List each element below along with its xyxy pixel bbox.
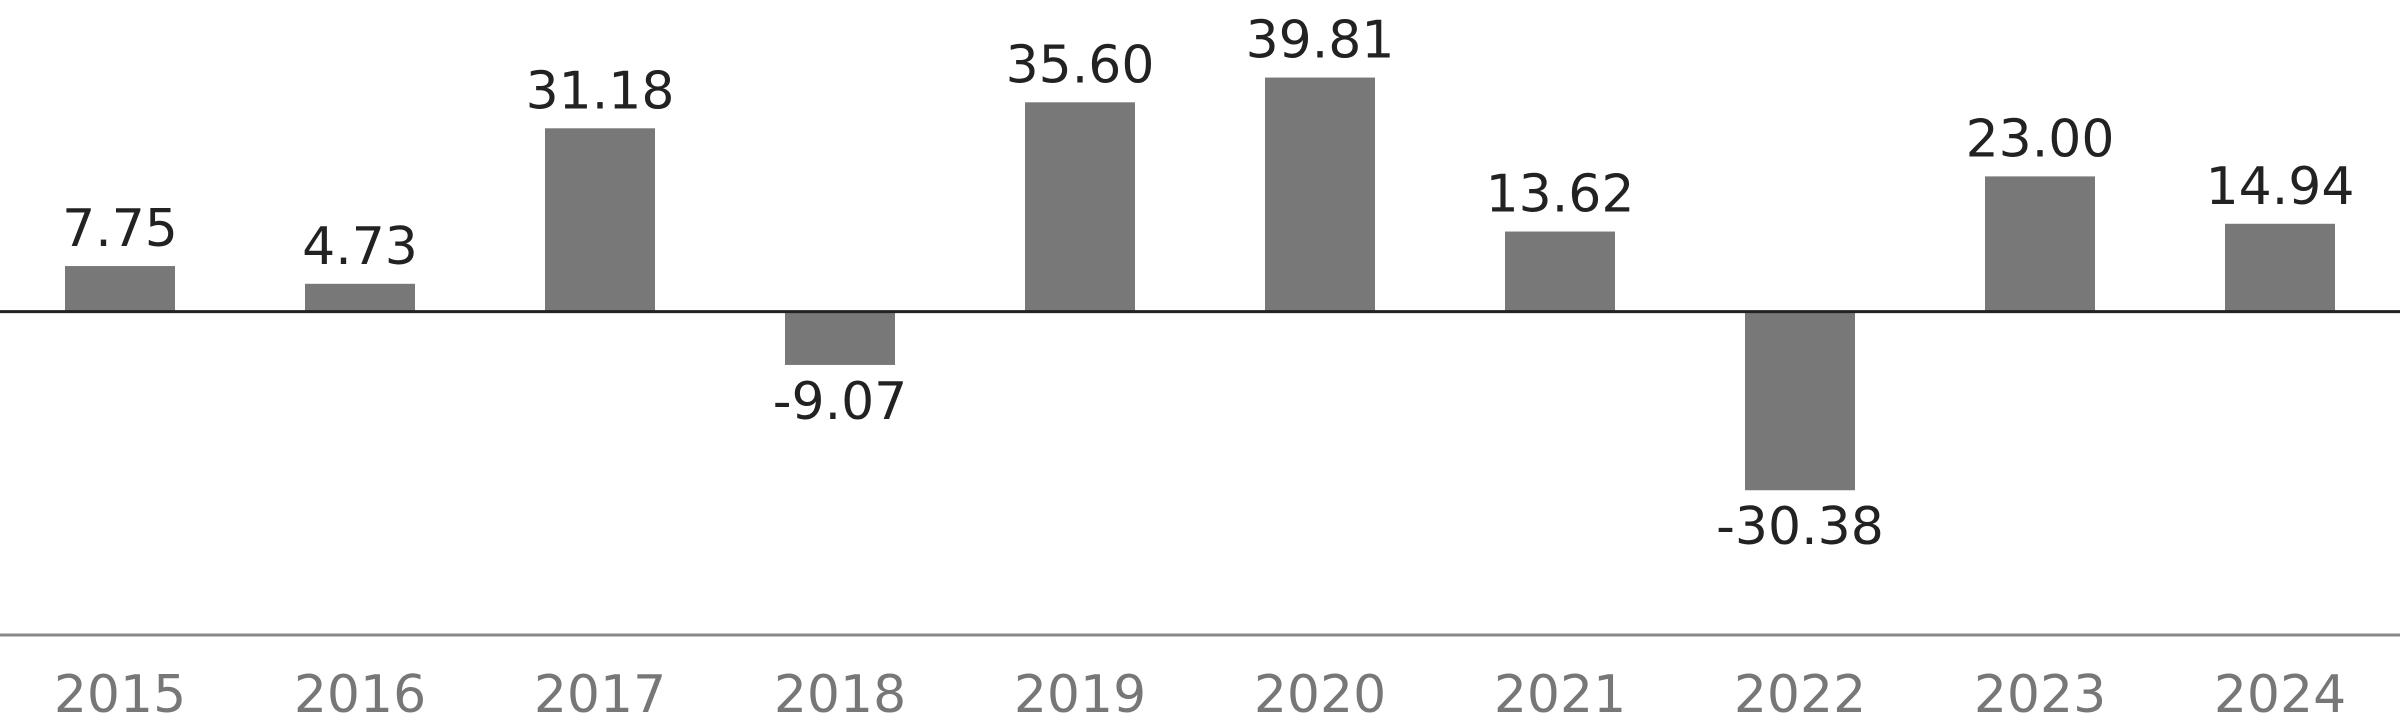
- x-tick-label: 2016: [294, 665, 426, 725]
- value-label: 13.62: [1486, 165, 1635, 225]
- bar: [65, 266, 175, 312]
- value-label: 35.60: [1006, 35, 1155, 95]
- value-label: 4.73: [302, 217, 418, 277]
- x-tick-label: 2020: [1254, 665, 1386, 725]
- value-label: 14.94: [2206, 157, 2355, 217]
- x-tick-label: 2022: [1734, 665, 1866, 725]
- value-label: 7.75: [62, 199, 178, 259]
- bar: [1505, 231, 1615, 312]
- bar: [1745, 311, 1855, 491]
- bar: [2225, 223, 2335, 312]
- value-label: -9.07: [773, 372, 908, 432]
- bar: [305, 283, 415, 312]
- value-label: 31.18: [526, 61, 675, 121]
- x-tick-label: 2018: [774, 665, 906, 725]
- bar: [1025, 102, 1135, 312]
- bar: [1985, 176, 2095, 312]
- bar: [1265, 77, 1375, 312]
- x-tick-label: 2024: [2214, 665, 2346, 725]
- x-tick-label: 2021: [1494, 665, 1626, 725]
- x-tick-label: 2019: [1014, 665, 1146, 725]
- value-label: 23.00: [1966, 109, 2115, 169]
- bar: [785, 311, 895, 365]
- value-label: 39.81: [1246, 11, 1395, 71]
- x-tick-label: 2015: [54, 665, 186, 725]
- value-label: -30.38: [1716, 497, 1884, 557]
- x-tick-label: 2017: [534, 665, 666, 725]
- bar: [545, 128, 655, 312]
- x-tick-label: 2023: [1974, 665, 2106, 725]
